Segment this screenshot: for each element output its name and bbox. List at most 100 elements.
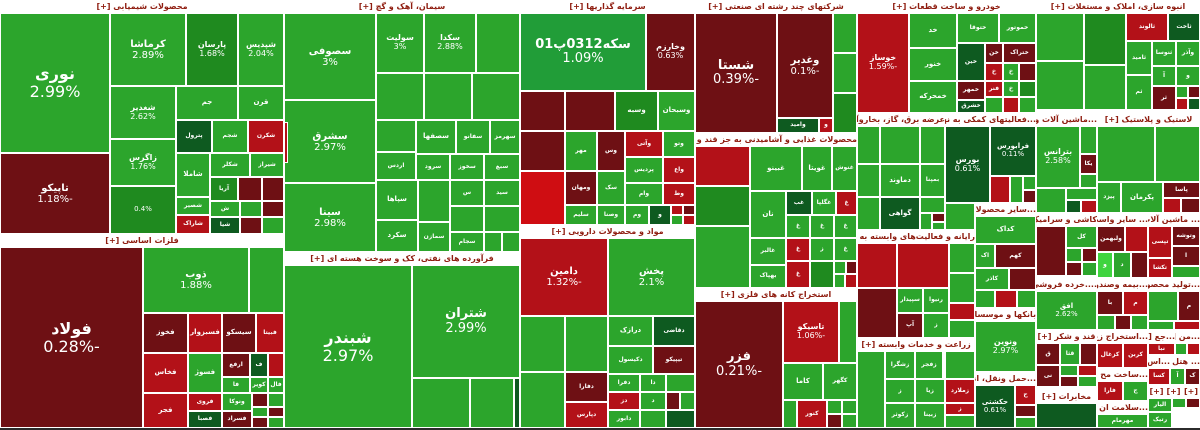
tile[interactable]	[1036, 403, 1097, 428]
tile[interactable]	[834, 261, 846, 274]
tile-کل[interactable]: کل	[1066, 226, 1097, 248]
tile-شیا[interactable]: شیا	[210, 217, 240, 234]
tile[interactable]	[666, 410, 695, 428]
tile[interactable]	[683, 215, 695, 225]
tile-آپ[interactable]: آپ	[897, 313, 923, 338]
tile-غالبر[interactable]: غالبر	[750, 238, 786, 265]
tile-غ[interactable]: غ	[786, 238, 810, 261]
tile-پخش[interactable]: پخش 2.1%	[608, 238, 695, 316]
tile-زفجر[interactable]: زفجر	[915, 351, 943, 379]
section-header-transport[interactable]: ...حمل ونقل، انبارداری و ار [+]	[975, 372, 1036, 385]
tile[interactable]	[1115, 315, 1131, 330]
tile-خن[interactable]: خن	[985, 43, 1003, 63]
tile-زملارد[interactable]: زملارد	[945, 379, 975, 403]
section-header-realestate[interactable]: انبوه سازی، املاک و مستغلات [+]	[1036, 0, 1200, 13]
tile-و[interactable]: و	[649, 205, 671, 225]
tile-غ[interactable]: غ	[834, 215, 857, 238]
tile-سبغ[interactable]: سبغ	[484, 154, 520, 180]
tile-وسبه[interactable]: وسبه	[615, 91, 658, 131]
tile[interactable]	[920, 126, 945, 164]
tile-اردس[interactable]: اردس	[376, 152, 416, 180]
tile[interactable]	[1080, 174, 1097, 188]
tile-ک[interactable]: ک	[1185, 368, 1200, 385]
tile[interactable]	[262, 177, 284, 201]
tile[interactable]	[520, 316, 565, 372]
tile[interactable]	[695, 186, 750, 226]
tile-درازک[interactable]: درازک	[608, 316, 653, 346]
tile[interactable]	[783, 400, 797, 428]
tile-فا[interactable]: فا	[222, 377, 250, 393]
tile-آ[interactable]: آ	[1170, 368, 1185, 385]
tile[interactable]	[1036, 13, 1084, 61]
section-header-sec-micro-2[interactable]: [+]	[1165, 385, 1182, 398]
tile[interactable]	[252, 407, 268, 417]
tile-د[interactable]: د	[640, 392, 666, 410]
tile-واع[interactable]: واع	[663, 157, 695, 183]
tile-دز[interactable]: دز	[608, 392, 640, 410]
tile-ونوین[interactable]: ونوین 2.97%	[975, 321, 1036, 372]
tile-کزغال[interactable]: کزغال	[1097, 343, 1123, 368]
section-header-sec-micro-3[interactable]: [+]	[1182, 385, 1200, 398]
tile-سکه0312پ01[interactable]: سکه0312پ01 1.09%	[520, 13, 646, 91]
tile-سمازن[interactable]: سمازن	[418, 222, 450, 252]
section-header-sec-jae[interactable]: ...جع [+]	[1148, 330, 1175, 343]
tile[interactable]	[857, 288, 897, 338]
tile[interactable]	[1080, 126, 1097, 154]
tile[interactable]	[565, 316, 608, 372]
tile-بترانس[interactable]: بترانس 2.58%	[1036, 126, 1080, 188]
tile[interactable]	[1015, 405, 1036, 417]
tile[interactable]	[1023, 176, 1036, 190]
tile-سیسکو[interactable]: سیسکو	[222, 313, 256, 353]
tile-آریا[interactable]: آریا	[210, 177, 238, 201]
tile[interactable]	[565, 91, 615, 131]
tile-سولیت[interactable]: سولیت 3%	[376, 13, 424, 73]
tile[interactable]	[1010, 176, 1023, 203]
tile-فزر[interactable]: فزر -0.21%	[695, 301, 783, 428]
tile-نبا[interactable]: نبا	[1148, 343, 1175, 355]
tile-وتو[interactable]: وتو	[663, 131, 695, 157]
tile-وام[interactable]: وام	[625, 183, 663, 205]
tile[interactable]	[476, 13, 520, 73]
tile[interactable]	[1148, 321, 1174, 330]
section-header-sec-hotel[interactable]: ... هتل [+]	[1170, 355, 1200, 368]
tile-شیراز[interactable]: شیراز	[250, 153, 284, 177]
tile[interactable]	[1148, 291, 1178, 321]
tile-دا[interactable]: دا	[640, 374, 666, 392]
tile-پاسا[interactable]: پاسا	[1163, 182, 1200, 198]
section-header-auto[interactable]: خودرو و ساخت قطعات [+]	[857, 0, 1036, 13]
tile[interactable]	[1174, 321, 1200, 330]
section-header-mining[interactable]: استخراج کانه های فلزی [+]	[695, 288, 857, 301]
tile[interactable]	[1060, 365, 1078, 376]
tile[interactable]	[695, 226, 750, 288]
tile-و[interactable]: و	[1176, 66, 1200, 86]
tile[interactable]	[1036, 61, 1084, 110]
tile-پردیس[interactable]: پردیس	[625, 157, 663, 183]
tile-م[interactable]: م	[1178, 291, 1200, 321]
tile-دماوند[interactable]: دماوند	[880, 164, 920, 197]
tile-م[interactable]: م	[1123, 291, 1148, 315]
tile[interactable]	[949, 303, 975, 320]
tile-ونوکا[interactable]: ونوکا	[222, 393, 252, 411]
tile-کربن[interactable]: کربن	[1123, 343, 1148, 368]
tile[interactable]	[1131, 315, 1148, 330]
section-header-telecom[interactable]: مخابرات [+]	[1036, 390, 1097, 403]
tile-سید[interactable]: سید	[484, 180, 520, 206]
section-header-chemicals[interactable]: محصولات شیمیابی [+]	[0, 0, 284, 13]
tile-شتران[interactable]: شتران 2.99%	[412, 265, 520, 378]
tile[interactable]	[1172, 266, 1200, 278]
tile-ومهان[interactable]: ومهان	[565, 171, 597, 205]
tile-سکرد[interactable]: سکرد	[376, 220, 418, 252]
tile-سشرق[interactable]: سشرق 2.97%	[284, 100, 376, 183]
tile-فنر[interactable]: فنر	[985, 81, 1003, 97]
tile-کرماشا[interactable]: کرماشا 2.89%	[110, 13, 186, 86]
tile-حکشتی[interactable]: حکشتی 0.61%	[975, 385, 1015, 428]
tile[interactable]	[932, 213, 945, 222]
tile-ا[interactable]: ا	[1172, 246, 1200, 266]
tile-افق[interactable]: افق 2.62%	[1036, 291, 1097, 330]
tile[interactable]	[833, 53, 857, 93]
tile-نان[interactable]: نان	[750, 191, 786, 238]
tile[interactable]	[1186, 398, 1200, 408]
section-header-health[interactable]: ...سلامت ان [+]	[1097, 401, 1148, 414]
tile-خ[interactable]: خ	[1003, 81, 1019, 97]
